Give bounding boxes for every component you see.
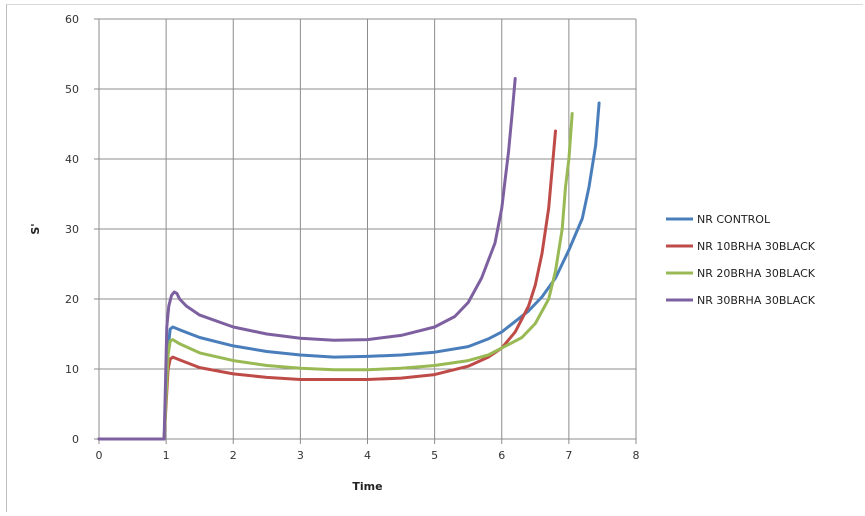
y-tick-label: 0	[72, 433, 79, 446]
chart-frame: 0 1 2 3 4 5 6 7 8 0 10 20 30 40 50 60 Time S' NR CONTRO…	[6, 4, 863, 512]
legend-label-4: NR 30BRHA 30BLACK	[697, 294, 816, 307]
y-tick-label: 10	[65, 363, 79, 376]
gridlines	[99, 18, 637, 439]
y-tick-label: 60	[65, 13, 79, 26]
y-tick-label: 50	[65, 83, 79, 96]
x-tick-label: 0	[96, 449, 103, 462]
y-tick-label: 40	[65, 153, 79, 166]
series-line-2	[97, 129, 557, 441]
line-chart: 0 1 2 3 4 5 6 7 8 0 10 20 30 40 50 60 Time S' NR CONTRO…	[29, 13, 816, 493]
x-tick-label: 2	[230, 449, 237, 462]
y-tick-label: 20	[65, 293, 79, 306]
tick-labels: 0 1 2 3 4 5 6 7 8 0 10 20 30 40 50 60	[65, 13, 640, 462]
series-lines	[97, 77, 601, 441]
legend-label-2: NR 10BRHA 30BLACK	[697, 240, 816, 253]
x-tick-label: 8	[633, 449, 640, 462]
x-tick-label: 1	[163, 449, 170, 462]
x-tick-label: 7	[565, 449, 572, 462]
y-tick-label: 30	[65, 223, 79, 236]
y-axis-title: S'	[29, 223, 42, 234]
x-tick-label: 3	[297, 449, 304, 462]
legend: NR CONTROL NR 10BRHA 30BLACK NR 20BRHA 30B…	[666, 213, 816, 307]
x-tick-label: 5	[431, 449, 438, 462]
series-line-4	[97, 77, 517, 441]
x-axis-title: Time	[352, 480, 382, 493]
legend-label-1: NR CONTROL	[697, 213, 771, 226]
axes	[94, 18, 637, 444]
x-tick-label: 4	[364, 449, 371, 462]
x-tick-label: 6	[498, 449, 505, 462]
legend-label-3: NR 20BRHA 30BLACK	[697, 267, 816, 280]
series-line-1	[97, 101, 601, 441]
series-line-3	[97, 112, 574, 441]
